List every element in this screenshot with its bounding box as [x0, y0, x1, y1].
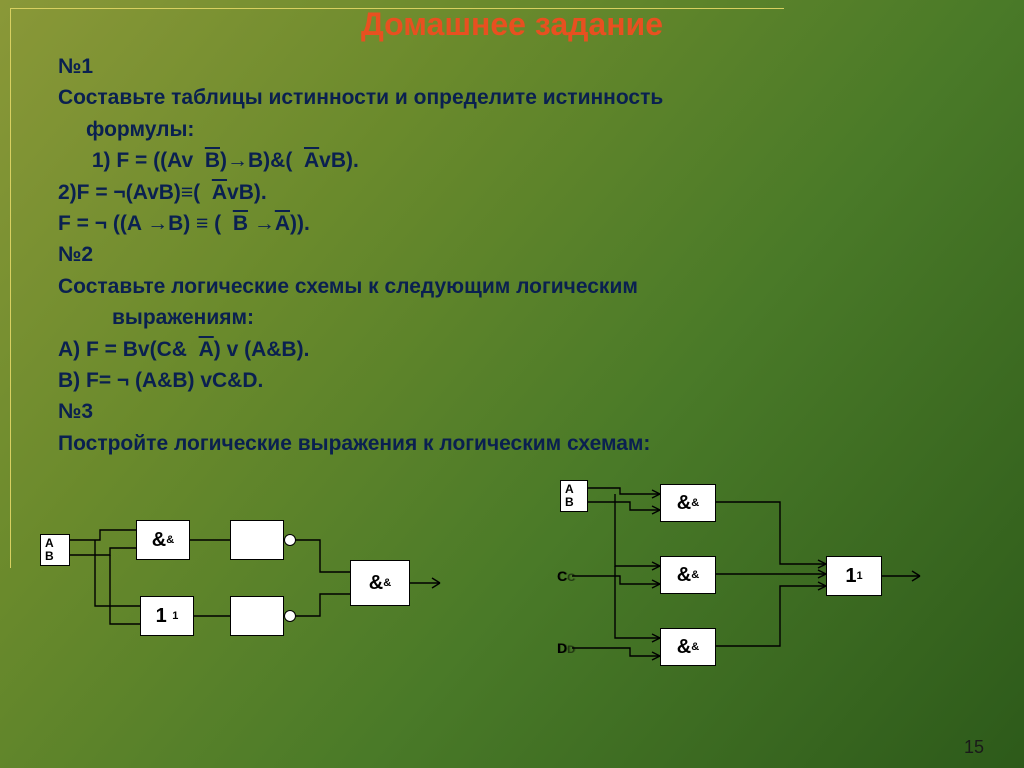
diagram-right-label-d: DD: [557, 640, 575, 656]
slide-body: №1 Составьте таблицы истинности и опреде…: [58, 52, 984, 460]
diagram-left: AB && 1 1 &&: [40, 500, 460, 670]
task1-heading: №1: [58, 52, 984, 81]
bubble-1: [284, 534, 296, 546]
diagram-left-inputs: AB: [40, 534, 70, 566]
diagram-right-inputs-ab: AB: [560, 480, 588, 512]
task1-f1: 1) F = ((Av В)→B)&( АvB).: [58, 146, 984, 175]
task2-a: А) F = Bv(C& А) v (A&B).: [58, 335, 984, 364]
task2-prompt-1: Составьте логические схемы к следующим л…: [58, 272, 984, 301]
gate-inv-2: [230, 596, 284, 636]
task1-prompt-2: формулы:: [58, 115, 984, 144]
diagram-right-wires: [560, 480, 940, 690]
diagrams-area: AB && 1 1 &&: [40, 480, 984, 700]
task1-prompt-1: Составьте таблицы истинности и определит…: [58, 83, 984, 112]
slide-title: Домашнее задание: [0, 6, 1024, 43]
gate-and-1: &&: [136, 520, 190, 560]
task2-heading: №2: [58, 240, 984, 269]
task2-b: В) F= ¬ (A&B) vC&D.: [58, 366, 984, 395]
task1-f3: F = ¬ ((A →B) ≡ ( В →А)).: [58, 209, 984, 238]
gate-and-final: &&: [350, 560, 410, 606]
page-number: 15: [964, 737, 984, 758]
gate-r-and-3: &&: [660, 628, 716, 666]
gate-r-and-2: &&: [660, 556, 716, 594]
gate-r-or-final: 11: [826, 556, 882, 596]
task1-f2: 2)F = ¬(AvB)≡( АvB).: [58, 178, 984, 207]
task3-prompt: Постройте логические выражения к логичес…: [58, 429, 984, 458]
gate-inv-1: [230, 520, 284, 560]
task2-prompt-2: выражениям:: [58, 303, 984, 332]
diagram-right-label-c: CC: [557, 568, 575, 584]
gate-r-and-1: &&: [660, 484, 716, 522]
bubble-2: [284, 610, 296, 622]
diagram-right: AB CC DD && && && 11: [560, 480, 940, 690]
task3-heading: №3: [58, 397, 984, 426]
gate-or-1: 1 1: [140, 596, 194, 636]
